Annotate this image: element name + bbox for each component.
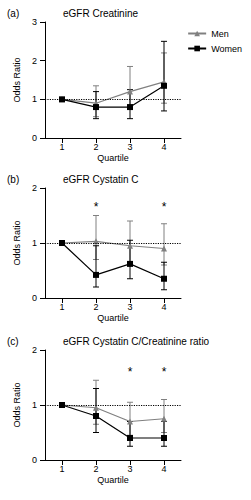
svg-text:Quartile: Quartile — [97, 475, 129, 485]
svg-text:3: 3 — [127, 464, 132, 474]
svg-text:1: 1 — [59, 142, 64, 152]
svg-text:Odds Ratio: Odds Ratio — [12, 57, 22, 102]
svg-text:(b): (b) — [7, 174, 19, 185]
svg-text:*: * — [94, 200, 99, 214]
svg-text:eGFR Creatinine: eGFR Creatinine — [63, 8, 138, 19]
svg-text:2: 2 — [32, 56, 37, 66]
svg-text:Quartile: Quartile — [97, 153, 129, 163]
svg-text:3: 3 — [32, 17, 37, 27]
svg-text:Odds Ratio: Odds Ratio — [12, 382, 22, 427]
svg-text:2: 2 — [93, 142, 98, 152]
svg-text:3: 3 — [127, 302, 132, 312]
svg-text:4: 4 — [161, 464, 166, 474]
svg-text:4: 4 — [161, 302, 166, 312]
svg-text:*: * — [128, 365, 133, 379]
svg-text:Quartile: Quartile — [97, 313, 129, 323]
svg-text:(a): (a) — [7, 8, 19, 19]
svg-text:Men: Men — [211, 29, 229, 39]
svg-text:*: * — [162, 200, 167, 214]
svg-text:0: 0 — [32, 133, 37, 143]
svg-text:1: 1 — [59, 464, 64, 474]
svg-text:Women: Women — [211, 44, 242, 54]
svg-text:2: 2 — [32, 345, 37, 355]
svg-text:2: 2 — [32, 183, 37, 193]
svg-text:1: 1 — [59, 302, 64, 312]
svg-text:eGFR Cystatin C/Creatinine rat: eGFR Cystatin C/Creatinine ratio — [63, 336, 210, 347]
svg-text:1: 1 — [32, 238, 37, 248]
svg-text:3: 3 — [127, 142, 132, 152]
svg-text:Odds Ratio: Odds Ratio — [12, 220, 22, 265]
svg-text:2: 2 — [93, 302, 98, 312]
svg-text:4: 4 — [161, 142, 166, 152]
svg-text:1: 1 — [32, 400, 37, 410]
svg-text:*: * — [162, 365, 167, 379]
svg-text:0: 0 — [32, 455, 37, 465]
svg-text:eGFR Cystatin C: eGFR Cystatin C — [63, 174, 139, 185]
svg-text:0: 0 — [32, 293, 37, 303]
svg-text:2: 2 — [93, 464, 98, 474]
svg-text:1: 1 — [32, 94, 37, 104]
svg-text:(c): (c) — [7, 336, 19, 347]
